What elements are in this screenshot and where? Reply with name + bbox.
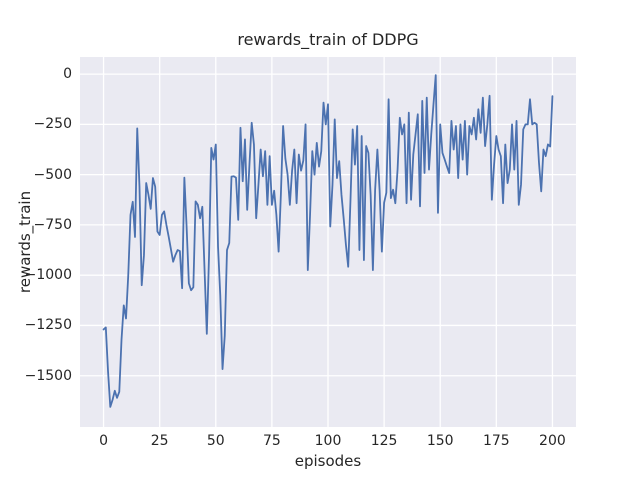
y-tick-label: 0	[63, 66, 72, 83]
x-tick-label: 125	[370, 433, 398, 449]
x-tick-label: 25	[150, 433, 169, 449]
x-tick-label: 50	[206, 433, 225, 449]
x-tick-label: 100	[314, 433, 342, 449]
x-axis-label: episodes	[294, 452, 362, 470]
y-tick-label: −750	[33, 216, 72, 233]
y-tick-label: −1250	[24, 317, 72, 334]
rewards-line	[102, 74, 554, 408]
chart-title: rewards_train of DDPG	[237, 30, 419, 49]
y-tick-label: −1500	[24, 367, 72, 384]
x-tick-label: 200	[539, 433, 566, 449]
x-tick-label: 75	[262, 433, 281, 449]
x-tick-label: 150	[426, 433, 454, 449]
y-tick-label: −1000	[24, 267, 72, 284]
y-tick-label: −500	[33, 166, 72, 183]
y-tick-label: −250	[33, 116, 72, 133]
x-tick-label: 175	[482, 433, 510, 449]
x-tick-label: 0	[99, 433, 109, 449]
